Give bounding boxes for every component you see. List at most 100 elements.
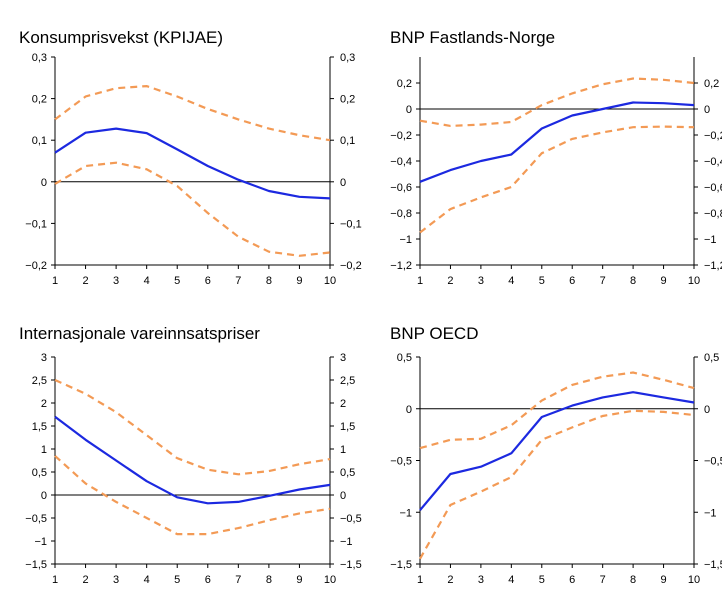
x-tick-label: 6 xyxy=(205,275,211,287)
y-tick-label-left: −1,5 xyxy=(25,559,47,571)
series-line-upper xyxy=(54,84,331,142)
y-tick-label-right: 0,5 xyxy=(704,352,719,364)
x-tick-label: 9 xyxy=(660,574,666,586)
y-tick-label-left: −1,5 xyxy=(390,559,412,571)
x-tick-label: 2 xyxy=(82,574,88,586)
y-tick-label-left: 0,3 xyxy=(32,52,47,64)
y-tick-label-right: −1,5 xyxy=(704,559,722,571)
x-tick-label: 8 xyxy=(266,275,272,287)
y-tick-label-left: −0,1 xyxy=(25,218,47,230)
x-tick-label: 6 xyxy=(205,574,211,586)
x-tick-label: 8 xyxy=(266,574,272,586)
y-tick-label-left: 1 xyxy=(41,444,47,456)
y-tick-label-left: 0 xyxy=(41,177,47,189)
y-tick-label-left: −0,5 xyxy=(25,513,47,525)
x-tick-label: 5 xyxy=(539,574,545,586)
y-tick-label-right: −1 xyxy=(704,507,717,519)
series-line-central xyxy=(54,127,331,200)
series-line-lower xyxy=(419,125,695,234)
x-tick-label: 3 xyxy=(478,275,484,287)
x-tick-label: 5 xyxy=(174,574,180,586)
x-tick-label: 4 xyxy=(508,275,514,287)
y-tick-label-left: 2 xyxy=(41,398,47,410)
y-tick-label-left: −0,6 xyxy=(390,182,412,194)
y-tick-label-right: 1,5 xyxy=(340,421,355,433)
x-tick-label: 2 xyxy=(447,275,453,287)
y-tick-label-right: 0,1 xyxy=(340,135,355,147)
x-tick-label: 9 xyxy=(660,275,666,287)
y-tick-label-left: 0,1 xyxy=(32,135,47,147)
panel-title: BNP OECD xyxy=(390,324,479,343)
y-tick-label-left: 1,5 xyxy=(32,421,47,433)
x-tick-label: 3 xyxy=(113,574,119,586)
x-tick-label: 4 xyxy=(144,275,150,287)
series-line-lower xyxy=(54,455,331,536)
y-tick-label-left: −0,5 xyxy=(390,456,412,468)
x-tick-label: 5 xyxy=(539,275,545,287)
series-line-central xyxy=(419,391,695,511)
panel-title: Internasjonale vareinnsatspriser xyxy=(19,324,260,343)
series-line-lower xyxy=(419,409,695,560)
y-tick-label-right: −1,5 xyxy=(340,559,362,571)
y-tick-label-right: 0 xyxy=(704,404,710,416)
y-tick-label-right: 2 xyxy=(340,398,346,410)
x-tick-label: 10 xyxy=(324,275,336,287)
y-tick-label-right: −0,8 xyxy=(704,208,722,220)
x-tick-label: 1 xyxy=(417,275,423,287)
y-tick-label-right: −0,1 xyxy=(340,218,362,230)
y-tick-label-right: 0,2 xyxy=(704,78,719,90)
x-tick-label: 10 xyxy=(324,574,336,586)
x-tick-label: 1 xyxy=(52,574,58,586)
y-tick-label-right: 3 xyxy=(340,352,346,364)
y-tick-label-left: 0 xyxy=(406,104,412,116)
y-tick-label-right: −1,2 xyxy=(704,260,722,272)
series-line-upper xyxy=(54,378,331,476)
x-tick-label: 6 xyxy=(569,574,575,586)
x-tick-label: 1 xyxy=(52,275,58,287)
y-tick-label-left: 0 xyxy=(406,404,412,416)
x-tick-label: 8 xyxy=(630,574,636,586)
y-tick-label-left: 0 xyxy=(41,490,47,502)
y-tick-label-right: 0 xyxy=(340,177,346,189)
y-tick-label-right: −0,2 xyxy=(704,130,722,142)
y-tick-label-right: −1 xyxy=(340,536,353,548)
y-tick-label-left: 0,2 xyxy=(32,94,47,106)
series-line-upper xyxy=(419,371,695,450)
series-line-lower xyxy=(54,161,331,257)
y-tick-label-left: −1 xyxy=(34,536,47,548)
y-tick-label-left: −0,4 xyxy=(390,156,412,168)
x-tick-label: 5 xyxy=(174,275,180,287)
y-tick-label-left: −0,8 xyxy=(390,208,412,220)
y-tick-label-right: −0,5 xyxy=(340,513,362,525)
y-tick-label-left: 0,2 xyxy=(397,78,412,90)
y-tick-label-left: −0,2 xyxy=(25,260,47,272)
y-tick-label-left: −0,2 xyxy=(390,130,412,142)
y-tick-label-right: 0,3 xyxy=(340,52,355,64)
x-tick-label: 2 xyxy=(447,574,453,586)
x-tick-label: 10 xyxy=(688,275,700,287)
chart-panel-2: BNP Fastlands-Norge −1,2 −1,2 −1 −1 −0,8 −0,8 −… xyxy=(390,28,722,287)
x-tick-label: 9 xyxy=(296,574,302,586)
x-tick-label: 7 xyxy=(235,574,241,586)
x-tick-label: 3 xyxy=(478,574,484,586)
x-tick-label: 3 xyxy=(113,275,119,287)
y-tick-label-left: −1,2 xyxy=(390,260,412,272)
y-tick-label-right: 0 xyxy=(340,490,346,502)
y-tick-label-right: −0,2 xyxy=(340,260,362,272)
x-tick-label: 4 xyxy=(144,574,150,586)
chart-panel-3: Internasjonale vareinnsatspriser −1,5 −1,5… xyxy=(19,324,362,586)
y-tick-label-left: 2,5 xyxy=(32,375,47,387)
x-tick-label: 10 xyxy=(688,574,700,586)
x-tick-label: 6 xyxy=(569,275,575,287)
panel-title: BNP Fastlands-Norge xyxy=(390,28,555,47)
y-tick-label-left: −1 xyxy=(399,507,412,519)
x-tick-label: 7 xyxy=(600,574,606,586)
y-tick-label-right: −0,5 xyxy=(704,456,722,468)
y-tick-label-right: 2,5 xyxy=(340,375,355,387)
chart-panel-4: BNP OECD −1,5 −1,5 −1 −1 −0,5 −0,5 0 0 0,5 0,5 1 2 3 4… xyxy=(390,324,722,586)
y-tick-label-right: 0,2 xyxy=(340,94,355,106)
y-tick-label-right: 1 xyxy=(340,444,346,456)
chart-panel-1: Konsumprisvekst (KPIJAE) −0,2 −0,2 −0,1 −0,1… xyxy=(19,28,362,287)
x-tick-label: 2 xyxy=(82,275,88,287)
